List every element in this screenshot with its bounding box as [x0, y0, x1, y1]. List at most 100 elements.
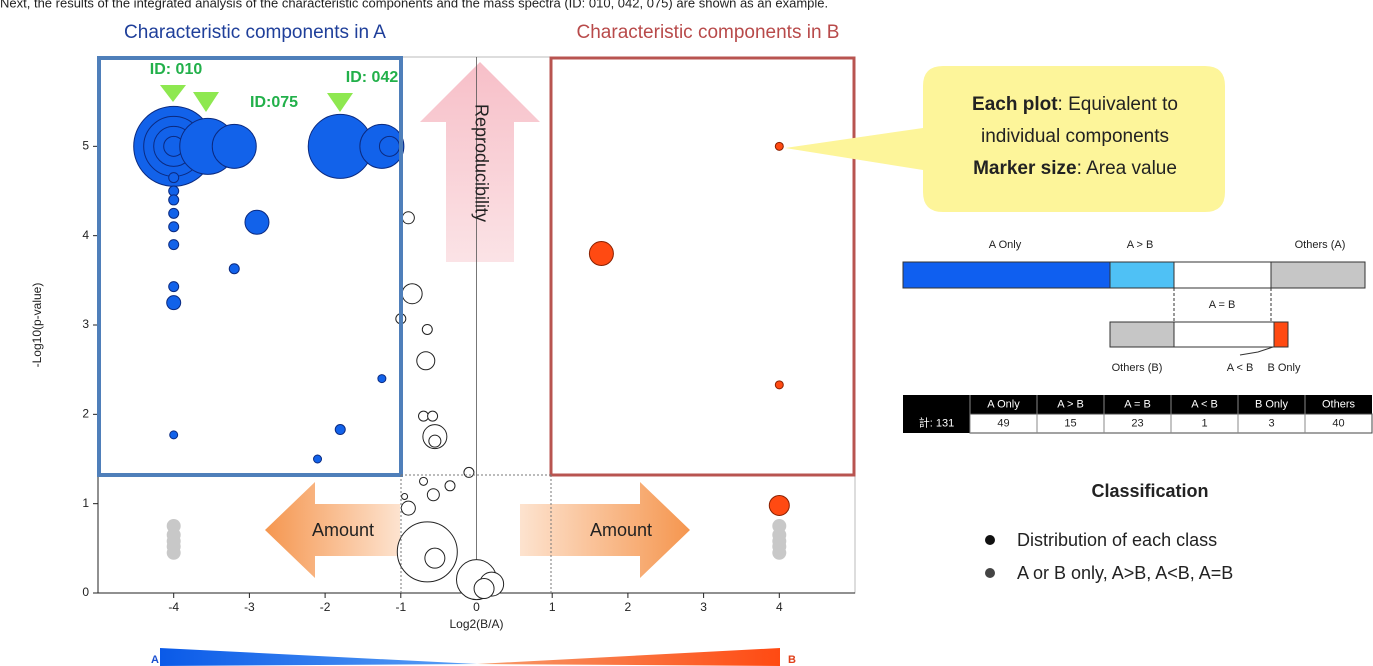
gradient-a [160, 648, 477, 666]
y-tick-label: 0 [82, 585, 89, 599]
id-label: ID: 010 [150, 61, 203, 78]
table-header-cell: A > B [1057, 398, 1084, 410]
x-tick-label: -1 [395, 600, 406, 614]
id-pointer [160, 85, 186, 102]
marker [378, 135, 400, 157]
y-axis-label: -Log10(p-value) [30, 283, 44, 368]
marker [211, 123, 257, 169]
segment-others-b [1109, 321, 1175, 348]
table-header-bg [903, 395, 1372, 414]
callout-box [785, 66, 1225, 212]
segment-b-only [1273, 321, 1289, 348]
marker [168, 221, 180, 233]
marker [418, 410, 430, 422]
table-header-cell: A = B [1124, 398, 1151, 410]
y-tick-label: 4 [82, 228, 89, 242]
x-tick-label: 3 [700, 600, 707, 614]
table-header-cell: B Only [1255, 398, 1289, 410]
diagram-label: A > B [1127, 239, 1154, 251]
marker [166, 545, 181, 560]
classification-title: Classification [1091, 481, 1208, 501]
table-cell: 49 [997, 417, 1009, 429]
amount-label: Amount [590, 520, 652, 540]
class-diagram: A Only A > B Others (A) A = B Others (B)… [902, 239, 1366, 374]
y-tick-label: 1 [82, 496, 89, 510]
table-cell: 1 [1201, 417, 1207, 429]
arrows [265, 62, 690, 578]
marker [463, 466, 475, 478]
marker [400, 500, 416, 516]
marker [424, 547, 446, 569]
callout: Each plot: Equivalent to individual comp… [785, 66, 1225, 212]
segment-a-eq-b [1173, 321, 1275, 348]
marker [228, 263, 240, 275]
marker [377, 374, 387, 384]
diagram-label: A Only [989, 239, 1022, 251]
marker [401, 283, 423, 305]
marker [768, 494, 790, 516]
x-tick-label: 0 [473, 600, 480, 614]
marker [428, 434, 442, 448]
table-cell: 15 [1064, 417, 1076, 429]
amount-arrow-left [265, 482, 400, 578]
marker [774, 141, 784, 151]
segment-a-gt-b [1109, 261, 1175, 289]
gradient-b-label: B [788, 654, 796, 666]
reproducibility-arrow [420, 62, 540, 262]
gradient-a-label: A [151, 654, 159, 666]
amount-label: Amount [312, 520, 374, 540]
callout-text: : Equivalent to [1058, 94, 1178, 115]
marker [168, 207, 180, 219]
diagram-label: A = B [1209, 299, 1236, 311]
x-tick-label: 1 [549, 600, 556, 614]
marker [473, 578, 495, 600]
segment-a-eq-b [1173, 261, 1272, 289]
gradient-b [477, 648, 780, 666]
y-tick-label: 3 [82, 317, 89, 331]
diagram-label: B Only [1267, 362, 1301, 374]
table-header-cell: A Only [987, 398, 1020, 410]
x-tick-label: -2 [320, 600, 331, 614]
plot: 0 1 2 3 4 5 -4 -3 -2 -1 0 1 2 3 4 Log2(B/A) -Log10(p-val… [30, 56, 856, 631]
bullet [985, 535, 995, 545]
reproducibility-label: Reproducibility [471, 104, 491, 222]
region-a-box [97, 56, 403, 477]
marker [168, 239, 180, 251]
marker [426, 488, 440, 502]
diagram-label: Others (A) [1295, 239, 1346, 251]
id-pointer [193, 92, 219, 112]
callout-bold: Marker size [973, 158, 1077, 179]
marker [421, 323, 433, 335]
marker [168, 194, 180, 206]
table-row-label-bg [903, 414, 970, 433]
region-a-label: Characteristic components in A [124, 22, 386, 43]
x-tick-label: 4 [776, 600, 783, 614]
marker [419, 476, 429, 486]
callout-line: Each plot: Equivalent to [972, 94, 1178, 115]
marker [427, 410, 439, 422]
marker [401, 211, 415, 225]
marker [166, 295, 182, 311]
marker [772, 545, 787, 560]
region-b-label: Characteristic components in B [577, 22, 840, 43]
marker [244, 209, 270, 235]
intro-text: Next, the results of the integrated anal… [0, 0, 828, 10]
marker [169, 430, 179, 440]
callout-bold: Each plot [972, 94, 1058, 115]
marker [774, 380, 784, 390]
y-tick-label: 5 [82, 139, 89, 153]
table-cell: 3 [1268, 417, 1274, 429]
region-b-box [549, 56, 856, 477]
marker [313, 454, 323, 464]
connector [1239, 346, 1274, 356]
amount-arrow-right [520, 482, 690, 578]
segment-others-a [1270, 261, 1366, 289]
marker [416, 351, 436, 371]
marker [444, 480, 456, 492]
table-cell: 23 [1131, 417, 1143, 429]
bullet [985, 568, 995, 578]
id-markers: ID: 010 ID:075 ID: 042 [150, 61, 399, 112]
marker [334, 424, 346, 436]
id-label: ID: 042 [346, 69, 399, 86]
